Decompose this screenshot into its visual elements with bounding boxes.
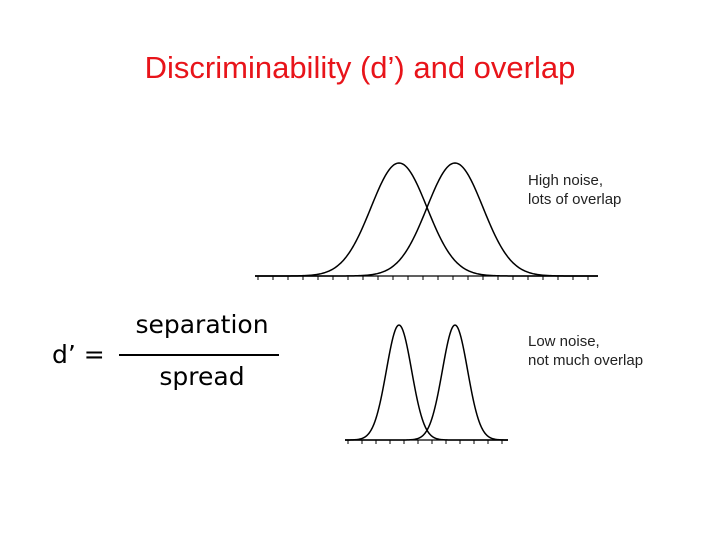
high-noise-label: High noise, lots of overlap [528,171,621,209]
low-noise-curve-a [344,324,508,441]
high-noise-label-line-1: High noise, [528,172,604,189]
formula-lhs: d’ = [52,340,105,369]
low-noise-label: Low noise, not much overlap [528,332,643,370]
high-noise-plot [255,162,598,280]
formula-denominator: spread [159,362,245,391]
slide-title: Discriminability (d’) and overlap [144,50,576,85]
low-noise-plot [344,324,508,444]
low-noise-curve-b [345,324,508,441]
low-noise-label-line-1: Low noise, [528,333,600,350]
dprime-formula: d’ = separation spread [52,310,292,400]
formula-numerator: separation [135,310,269,339]
high-noise-curve-b [255,162,598,277]
fraction-bar [119,354,279,356]
high-noise-curve-a [255,162,598,277]
low-noise-label-line-2: not much overlap [528,352,644,369]
high-noise-label-line-2: lots of overlap [528,191,622,208]
